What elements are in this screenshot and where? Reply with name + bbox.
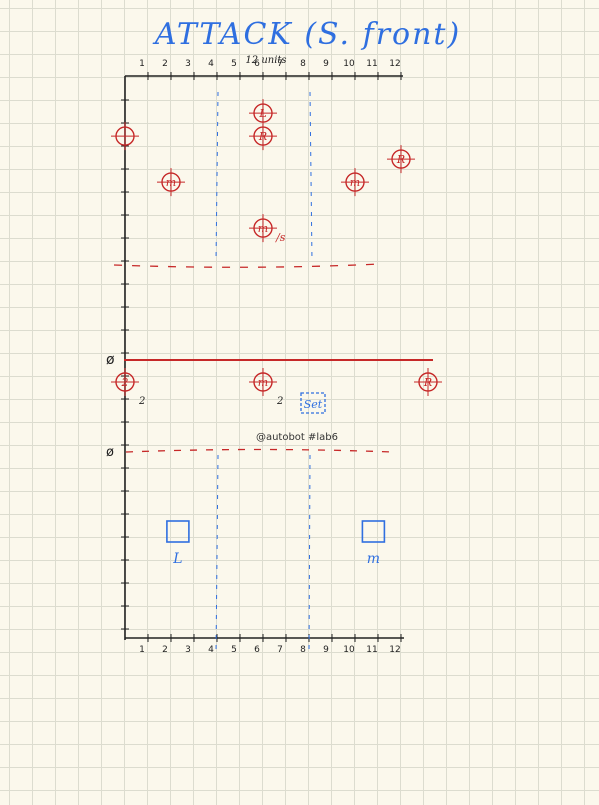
lane-line-4-bottom	[215, 454, 219, 656]
top-boundary-dashed	[113, 263, 381, 268]
units-label: 12 units	[245, 55, 286, 66]
player-marker: R	[249, 122, 277, 151]
center-line-marker: ø	[106, 352, 115, 368]
player-marker: m2	[249, 368, 283, 407]
set-label: Set	[304, 398, 323, 411]
marker-note: /s	[275, 231, 286, 244]
player-marker-label: m	[258, 222, 268, 235]
axis-tick-label: 7	[277, 645, 283, 655]
axis-tick-label: 6	[254, 645, 260, 655]
axis-tick-label: 3	[185, 645, 191, 655]
player-marker-label: m	[258, 376, 268, 389]
player-marker: R	[414, 368, 442, 396]
bottom-axis-ticks: 1 2 3 4 5 6 7 8 9 10 11 12	[139, 634, 402, 655]
axis-tick-label: 2	[162, 59, 168, 69]
axis-tick-label: 1	[139, 645, 145, 655]
top-lanes	[215, 91, 313, 263]
marker-count: 2	[276, 396, 283, 407]
player-marker-label: R	[396, 153, 405, 166]
lane-line-8-bottom	[308, 454, 311, 656]
axis-tick-label: 10	[343, 645, 355, 655]
axis-tick-label: 5	[231, 645, 237, 655]
axis-tick-label: 9	[323, 645, 329, 655]
player-marker	[111, 122, 139, 151]
receiver-square: m	[361, 520, 386, 567]
left-axis-ticks	[121, 99, 129, 630]
player-marker: m/s	[249, 214, 286, 244]
lane-line-4-top	[215, 91, 219, 263]
receiver-square-label: m	[367, 551, 380, 567]
player-marker: 22	[111, 368, 145, 407]
set-box: Set	[300, 392, 326, 414]
axis-tick-label: 11	[366, 59, 377, 69]
axis-tick-label: 12	[389, 645, 400, 655]
player-marker-label: m	[166, 176, 176, 189]
diagram-title: ATTACK (S. front)	[152, 17, 461, 52]
player-marker: m	[341, 168, 369, 197]
axis-tick-label: 4	[208, 59, 214, 69]
receiver-square-label: L	[172, 551, 182, 567]
axis-tick-label: 11	[366, 645, 377, 655]
marker-count: 2	[138, 396, 145, 407]
receiver-square: L	[166, 520, 190, 567]
player-marker-label: R	[423, 376, 432, 389]
bottom-lanes	[215, 454, 311, 656]
bottom-boundary-marker: ø	[106, 445, 114, 460]
axis-tick-label: 4	[208, 645, 214, 655]
axis-tick-label: 8	[300, 645, 306, 655]
top-axis-ticks: 1 2 3 4 5 6 7 8 9 10 11 12	[139, 59, 402, 80]
axis-tick-label: 6	[254, 59, 260, 69]
axis-tick-label: 9	[323, 59, 329, 69]
player-marker-label: m	[350, 176, 360, 189]
axis-tick-label: 12	[389, 59, 400, 69]
axis-tick-label: 7	[277, 59, 283, 69]
player-marker-label: 2	[121, 376, 129, 389]
lane-line-8-top	[309, 91, 313, 263]
set-box-frame	[300, 392, 326, 414]
axis-tick-label: 8	[300, 59, 306, 69]
player-marker: R	[387, 145, 415, 174]
axis-tick-label: 3	[185, 59, 191, 69]
author-handle: @autobot #lab6	[256, 432, 338, 443]
axis-tick-label: 2	[162, 645, 168, 655]
axes	[124, 75, 404, 640]
player-marker-label: R	[258, 130, 267, 143]
axis-tick-label: 10	[343, 59, 355, 69]
axis-tick-label: 5	[231, 59, 237, 69]
player-marker: m	[157, 168, 185, 197]
axis-tick-label: 1	[139, 59, 145, 69]
bottom-boundary-dashed	[125, 448, 393, 453]
player-marker-label: L	[258, 107, 266, 120]
